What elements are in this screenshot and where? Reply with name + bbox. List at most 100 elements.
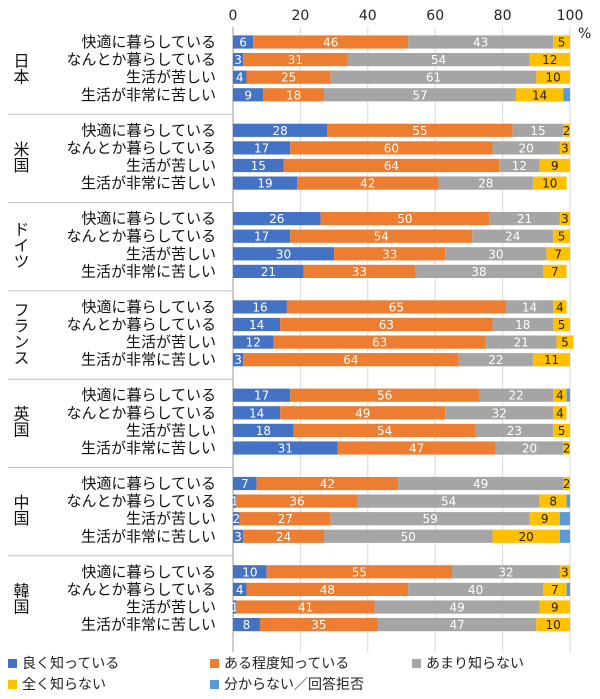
bar-segment (539, 494, 567, 508)
bar-segment (233, 600, 237, 614)
category-label: なんとか暮らしている (66, 227, 216, 245)
data-label: 33 (352, 265, 367, 279)
category-label: 快適に暮らしている (81, 475, 216, 493)
data-label: 33 (382, 247, 397, 261)
data-label: 20 (519, 141, 534, 155)
legend-swatch (8, 659, 17, 668)
bar-segment (559, 512, 570, 526)
bar-segment (290, 141, 493, 155)
category-label: 生活が非常に苦しい (81, 86, 216, 104)
data-label: 59 (423, 512, 438, 526)
bar-segment (233, 123, 328, 137)
x-tick-label: 80 (494, 8, 512, 24)
bar-segment (543, 582, 567, 596)
data-label: 12 (512, 159, 527, 173)
data-label: 20 (522, 442, 537, 456)
data-label: 7 (241, 477, 249, 491)
bar-segment (233, 423, 294, 437)
data-label: 23 (507, 424, 522, 438)
data-label: 2 (563, 124, 571, 138)
data-label: 14 (249, 406, 264, 420)
data-label: 49 (449, 601, 464, 615)
bar-segment (485, 335, 557, 349)
bar-segment (475, 423, 554, 437)
data-label: 9 (541, 512, 549, 526)
bar-segment (553, 300, 567, 314)
bar-segment (553, 229, 570, 243)
x-tick-label: 60 (426, 8, 444, 24)
x-axis-ticks: 0 20 40 60 80 100 (229, 8, 584, 24)
data-label: 35 (311, 618, 326, 632)
legend-swatch (210, 659, 219, 668)
bar-segment (233, 529, 244, 543)
data-label: 27 (278, 512, 293, 526)
bar-segment (337, 441, 496, 455)
data-label: 3 (561, 141, 569, 155)
bar-segment (334, 247, 446, 261)
bar-segment (233, 88, 264, 102)
data-label: 21 (513, 336, 528, 350)
bar-segment (233, 476, 257, 491)
bar-segment (505, 300, 554, 314)
bar-segment (536, 618, 570, 632)
legend-swatch (412, 659, 421, 668)
data-label: 30 (488, 247, 503, 261)
data-label: 21 (261, 265, 276, 279)
category-label: 快適に暮らしている (81, 386, 216, 404)
group-label: 英国 (11, 406, 30, 438)
category-label: 生活が非常に苦しい (81, 174, 216, 192)
category-label: 快適に暮らしている (81, 210, 216, 228)
bar-segment (559, 529, 570, 543)
category-label: 生活が非常に苦しい (81, 262, 216, 280)
bar-segment (566, 494, 570, 508)
bar-segment (246, 70, 331, 84)
data-label: 65 (389, 300, 404, 314)
data-label: 57 (412, 88, 427, 102)
bar-segment (303, 264, 415, 278)
data-label: 3 (234, 530, 242, 544)
legend-label: 分からない／回答拒否 (224, 676, 364, 693)
legend-label: 良く知っている (22, 655, 119, 672)
bar-segment (553, 317, 570, 332)
bar-segment (256, 476, 399, 491)
bar-segment (559, 141, 570, 155)
data-label: 3 (561, 565, 569, 579)
category-label: 生活が非常に苦しい (81, 527, 216, 545)
category-label: 生活が非常に苦しい (81, 616, 216, 634)
bar-segment (408, 582, 544, 596)
bar-segment (320, 212, 490, 226)
data-label: 17 (254, 230, 269, 244)
bar-segment (532, 176, 567, 190)
legend-swatch (8, 680, 17, 689)
data-label: 28 (273, 124, 288, 138)
bar-segment (489, 212, 560, 226)
data-label: 41 (298, 601, 313, 615)
bar-segment (233, 565, 267, 579)
bar-segment (438, 176, 533, 190)
bar-segment (563, 88, 570, 102)
x-tick-label: 40 (359, 8, 377, 24)
data-label: 21 (517, 212, 532, 226)
category-label: 生活が非常に苦しい (81, 439, 216, 457)
data-label: 14 (249, 318, 264, 332)
bar-segment (233, 300, 287, 314)
bar-segment (286, 300, 506, 314)
data-label: 48 (320, 583, 335, 597)
data-label: 17 (254, 389, 269, 403)
data-label: 31 (278, 442, 293, 456)
bar-segment (330, 70, 537, 84)
data-label: 47 (449, 618, 464, 632)
bar-segment (553, 423, 570, 437)
data-label: 14 (522, 300, 537, 314)
data-label: 7 (551, 265, 559, 279)
data-label: 5 (558, 424, 566, 438)
data-label: 1 (231, 601, 239, 615)
bar-segment (239, 512, 331, 526)
group-label: 中国 (11, 494, 30, 526)
data-label: 3 (561, 212, 569, 226)
data-label: 40 (468, 583, 483, 597)
data-label: 32 (492, 406, 507, 420)
data-label: 42 (320, 477, 335, 491)
data-label: 5 (558, 318, 566, 332)
